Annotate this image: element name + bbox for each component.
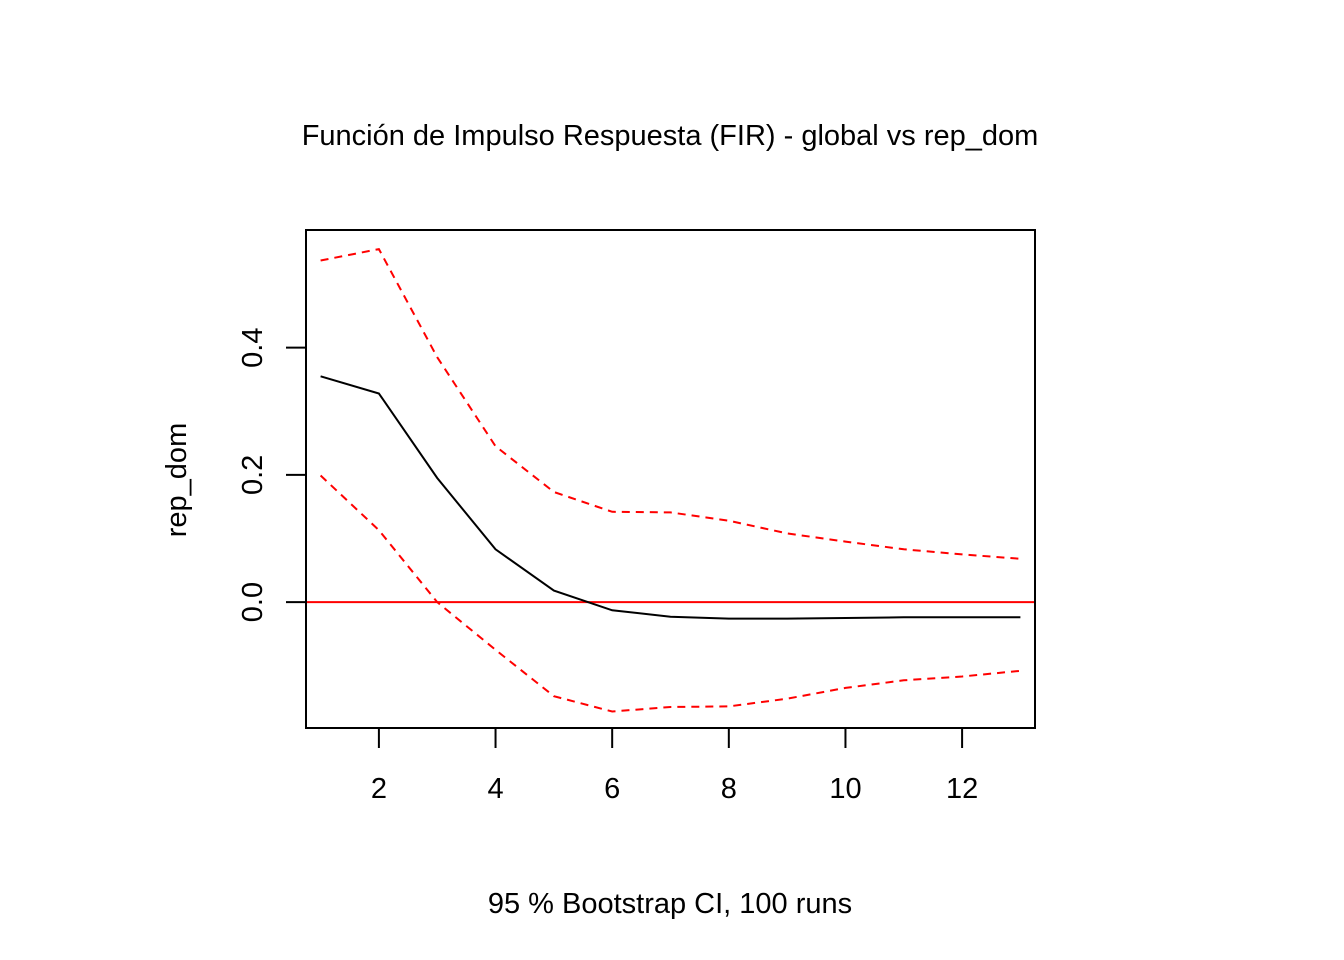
- axis-ticks: 2 4 6 8 10 12 0.0 0.2 0.4: [237, 327, 978, 805]
- x-tick-label: 6: [604, 773, 620, 805]
- x-axis-label: 95 % Bootstrap CI, 100 runs: [488, 888, 852, 920]
- y-tick-label: 0.2: [237, 455, 269, 495]
- plot-box: [305, 229, 1036, 729]
- series-line-upper: [320, 247, 1021, 560]
- chart-title: Función de Impulso Respuesta (FIR) - glo…: [302, 120, 1039, 152]
- series-line-lower: [319, 474, 1021, 713]
- x-tick-label: 12: [946, 773, 978, 805]
- plot-lines: [306, 247, 1035, 713]
- y-tick-label: 0.0: [237, 582, 269, 622]
- x-tick-label: 8: [721, 773, 737, 805]
- x-tick-label: 2: [371, 773, 387, 805]
- x-tick-label: 10: [829, 773, 861, 805]
- x-tick-label: 4: [487, 773, 503, 805]
- series-line-irf: [320, 375, 1021, 620]
- y-axis-label: rep_dom: [161, 423, 193, 537]
- y-tick-label: 0.4: [237, 327, 269, 367]
